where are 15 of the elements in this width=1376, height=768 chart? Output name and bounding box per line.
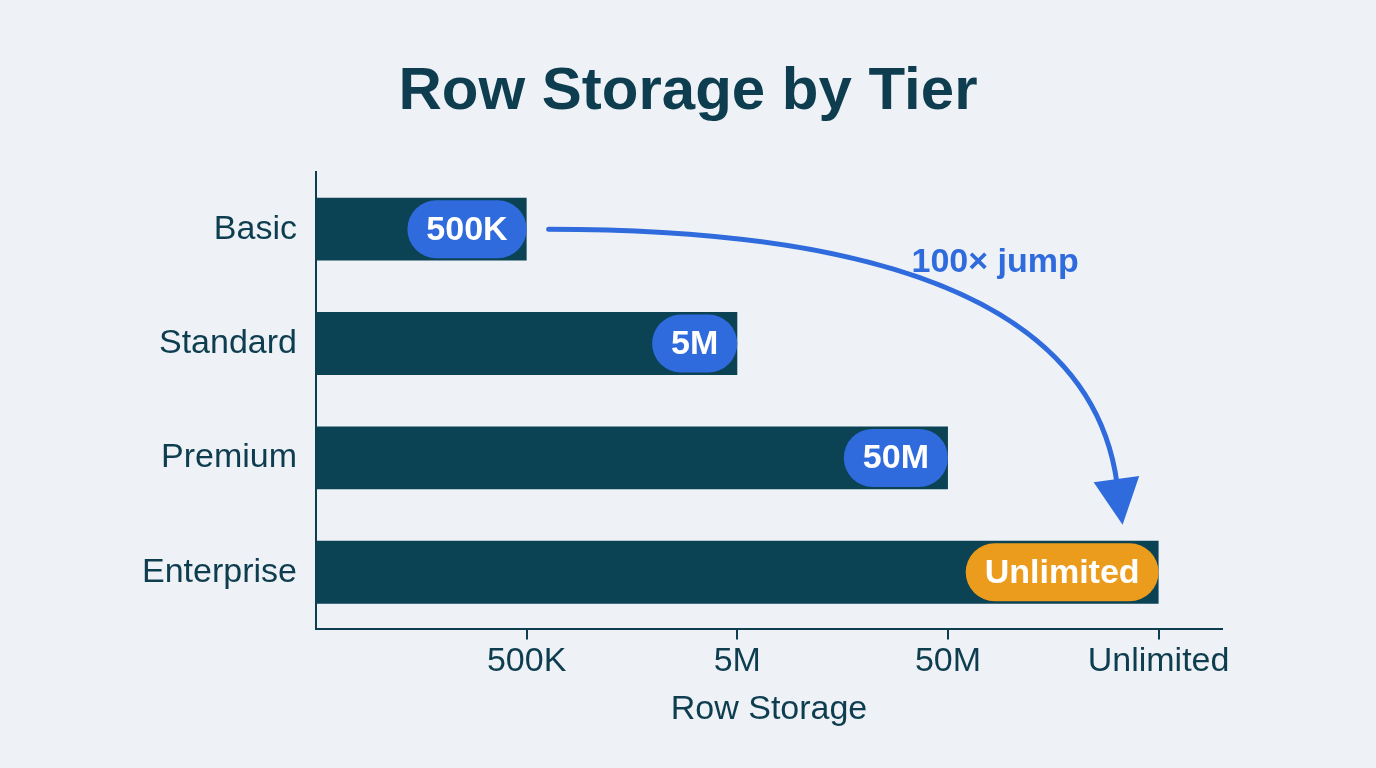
data-label: Unlimited [984, 551, 1140, 590]
x-tick-label: 50M [914, 640, 982, 679]
y-tick-label: Enterprise [142, 550, 297, 589]
x-tick-label: 5M [713, 640, 761, 679]
annotation: 100× jump [911, 241, 1079, 280]
chart-title: Row Storage by Tier [398, 54, 978, 122]
x-tick-label: 500K [486, 640, 567, 679]
data-label: 500K [426, 208, 509, 247]
x-axis-title: Row Storage [670, 687, 868, 726]
data-label: 5M [671, 322, 719, 361]
x-tick-label: Unlimited [1087, 640, 1230, 679]
y-tick-label: Premium [160, 436, 297, 475]
y-tick-label: Basic [213, 207, 297, 246]
data-label: 50M [862, 437, 929, 476]
y-tick-label: Standard [159, 321, 297, 360]
